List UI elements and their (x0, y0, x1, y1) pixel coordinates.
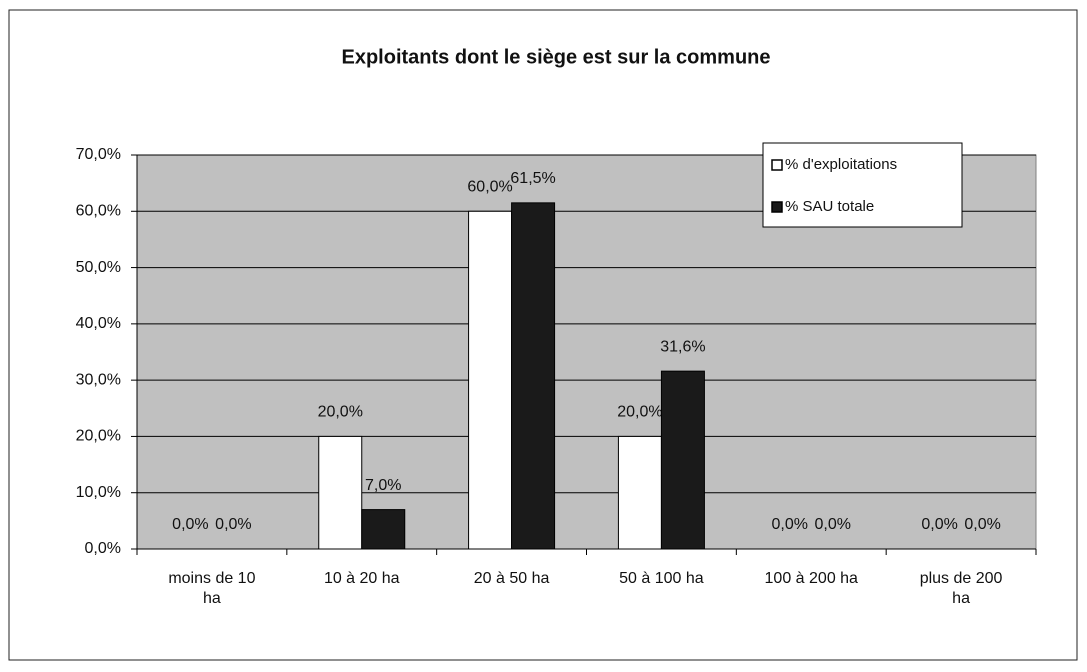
value-label: 0,0% (772, 516, 808, 533)
chart-title: Exploitants dont le siège est sur la com… (342, 46, 771, 68)
value-label: 0,0% (815, 516, 851, 533)
y-tick-label: 50,0% (76, 259, 121, 276)
value-label: 61,5% (510, 170, 555, 187)
x-tick-label: moins de 10 ha (168, 570, 256, 607)
value-label: 0,0% (215, 516, 251, 533)
bar (318, 435, 363, 550)
legend-swatch (771, 201, 783, 213)
value-label: 20,0% (318, 404, 363, 421)
y-tick-label: 60,0% (76, 203, 121, 220)
y-tick-label: 20,0% (76, 428, 121, 445)
legend-label: % d'exploitations (785, 156, 897, 173)
legend-swatch (771, 159, 783, 171)
bar (468, 210, 513, 550)
y-tick-label: 40,0% (76, 315, 121, 332)
value-label: 60,0% (467, 179, 512, 196)
x-tick-label: 20 à 50 ha (473, 570, 550, 587)
y-tick-label: 10,0% (76, 484, 121, 501)
bar (617, 435, 662, 550)
value-label: 31,6% (660, 338, 705, 355)
legend-box (762, 142, 963, 228)
value-label: 20,0% (617, 404, 662, 421)
value-label: 0,0% (964, 516, 1000, 533)
value-label: 7,0% (365, 477, 401, 494)
y-tick-label: 0,0% (85, 540, 121, 557)
x-tick-label: plus de 200 ha (919, 570, 1003, 607)
legend-label: % SAU totale (785, 198, 874, 215)
value-label: 0,0% (172, 516, 208, 533)
bar (361, 509, 406, 550)
y-tick-label: 70,0% (76, 146, 121, 163)
value-label: 0,0% (921, 516, 957, 533)
x-tick-label: 100 à 200 ha (764, 570, 858, 587)
y-tick-label: 30,0% (76, 371, 121, 388)
x-tick-label: 10 à 20 ha (323, 570, 400, 587)
x-tick-label: 50 à 100 ha (619, 570, 704, 587)
bar (511, 202, 556, 550)
bar (660, 370, 705, 550)
